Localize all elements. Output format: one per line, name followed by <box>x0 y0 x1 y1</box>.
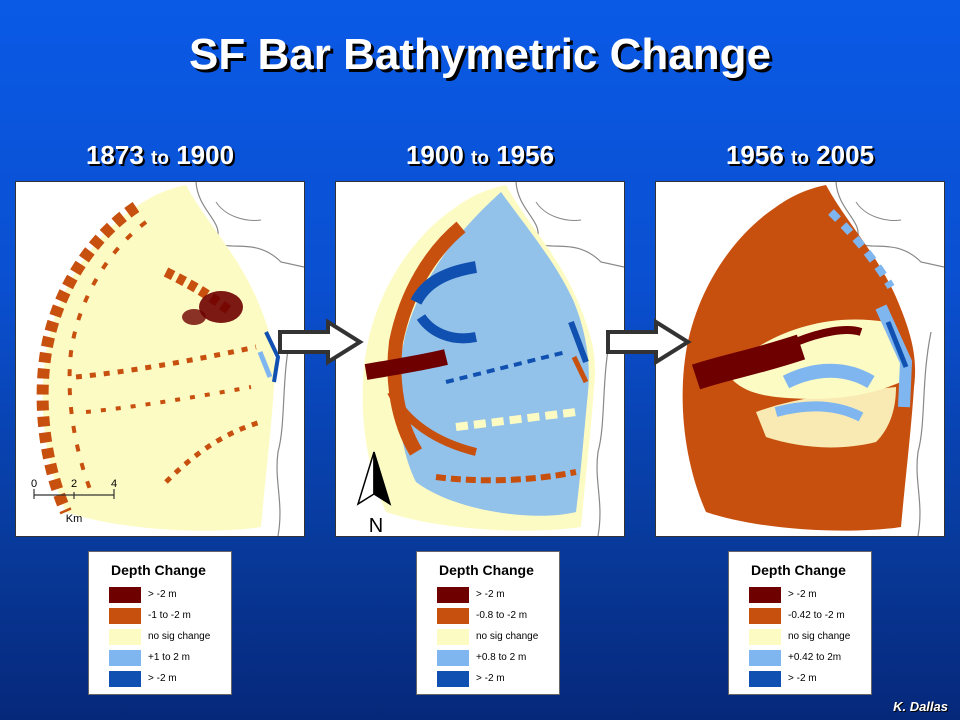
legend-swatch <box>749 670 781 687</box>
legend-1956-2005: Depth Change > -2 m -0.42 to -2 m no sig… <box>728 551 872 695</box>
legend-label: > -2 m <box>476 589 505 600</box>
north-label: N <box>369 515 383 536</box>
legend-swatch <box>437 649 469 666</box>
legend-swatch <box>437 607 469 624</box>
legend-item: +0.8 to 2 m <box>437 647 551 668</box>
scale-unit: Km <box>66 513 83 525</box>
period-heading-3: 1956 to 2005 <box>650 140 950 171</box>
legend-swatch <box>749 649 781 666</box>
legend-title: Depth Change <box>439 562 534 578</box>
legend-item: -1 to -2 m <box>109 605 223 626</box>
period-heading-2: 1900 to 1956 <box>330 140 630 171</box>
legend-swatch <box>749 607 781 624</box>
legend-1873-1900: Depth Change > -2 m -1 to -2 m no sig ch… <box>88 551 232 695</box>
period-heading-1: 1873 to 1900 <box>10 140 310 171</box>
legend-swatch <box>437 670 469 687</box>
legend-item: > -2 m <box>109 668 223 689</box>
legend-swatch <box>109 649 141 666</box>
legend-label: > -2 m <box>476 673 505 684</box>
legend-swatch <box>749 628 781 645</box>
period-start: 1873 <box>85 140 144 170</box>
legend-item: > -2 m <box>437 584 551 605</box>
bathymetry-map-1900-1956: N <box>335 181 625 537</box>
legend-swatch <box>109 670 141 687</box>
legend-swatch <box>109 628 141 645</box>
legend-item: +1 to 2 m <box>109 647 223 668</box>
period-start: 1900 <box>405 140 464 170</box>
legend-swatch <box>109 607 141 624</box>
legend-label: > -2 m <box>148 673 177 684</box>
legend-title: Depth Change <box>111 562 206 578</box>
legend-item: no sig change <box>749 626 863 647</box>
legend-label: > -2 m <box>788 589 817 600</box>
legend-swatch <box>109 586 141 603</box>
legend-swatch <box>749 586 781 603</box>
legend-item: no sig change <box>437 626 551 647</box>
legend-label: +1 to 2 m <box>148 652 190 663</box>
period-end: 1900 <box>176 140 235 170</box>
period-end: 1956 <box>496 140 555 170</box>
legend-item: no sig change <box>109 626 223 647</box>
legend-swatch <box>437 628 469 645</box>
scale-tick-0: 0 <box>31 478 37 490</box>
legend-label: no sig change <box>788 631 851 642</box>
legend-label: +0.8 to 2 m <box>476 652 527 663</box>
north-arrow: N <box>356 451 392 536</box>
legend-item: > -2 m <box>437 668 551 689</box>
period-to: to <box>151 148 169 169</box>
legend-item: +0.42 to 2m <box>749 647 863 668</box>
scale-tick-4: 4 <box>111 478 117 490</box>
author-credit: K. Dallas <box>893 699 948 714</box>
legend-item: > -2 m <box>749 668 863 689</box>
legend-item: -0.8 to -2 m <box>437 605 551 626</box>
right-arrow-icon <box>278 318 364 366</box>
scale-tick-2: 2 <box>71 478 77 490</box>
legend-title: Depth Change <box>751 562 846 578</box>
legend-label: +0.42 to 2m <box>788 652 842 663</box>
legend-label: -0.8 to -2 m <box>476 610 528 621</box>
right-arrow-icon <box>606 318 692 366</box>
legend-item: > -2 m <box>109 584 223 605</box>
bathymetry-map-1873-1900: 0 2 4 Km <box>15 181 305 537</box>
legend-item: > -2 m <box>749 584 863 605</box>
legend-label: -0.42 to -2 m <box>788 610 845 621</box>
legend-label: no sig change <box>148 631 211 642</box>
legend-1900-1956: Depth Change > -2 m -0.8 to -2 m no sig … <box>416 551 560 695</box>
legend-label: > -2 m <box>148 589 177 600</box>
bathymetry-map-1956-2005 <box>655 181 945 537</box>
legend-label: > -2 m <box>788 673 817 684</box>
period-to: to <box>471 148 489 169</box>
period-to: to <box>791 148 809 169</box>
period-end: 2005 <box>816 140 875 170</box>
period-start: 1956 <box>725 140 784 170</box>
slide-title: SF Bar Bathymetric Change <box>189 30 771 79</box>
legend-label: no sig change <box>476 631 539 642</box>
legend-item: -0.42 to -2 m <box>749 605 863 626</box>
legend-swatch <box>437 586 469 603</box>
legend-label: -1 to -2 m <box>148 610 191 621</box>
scale-bar: 0 2 4 Km <box>31 478 117 525</box>
